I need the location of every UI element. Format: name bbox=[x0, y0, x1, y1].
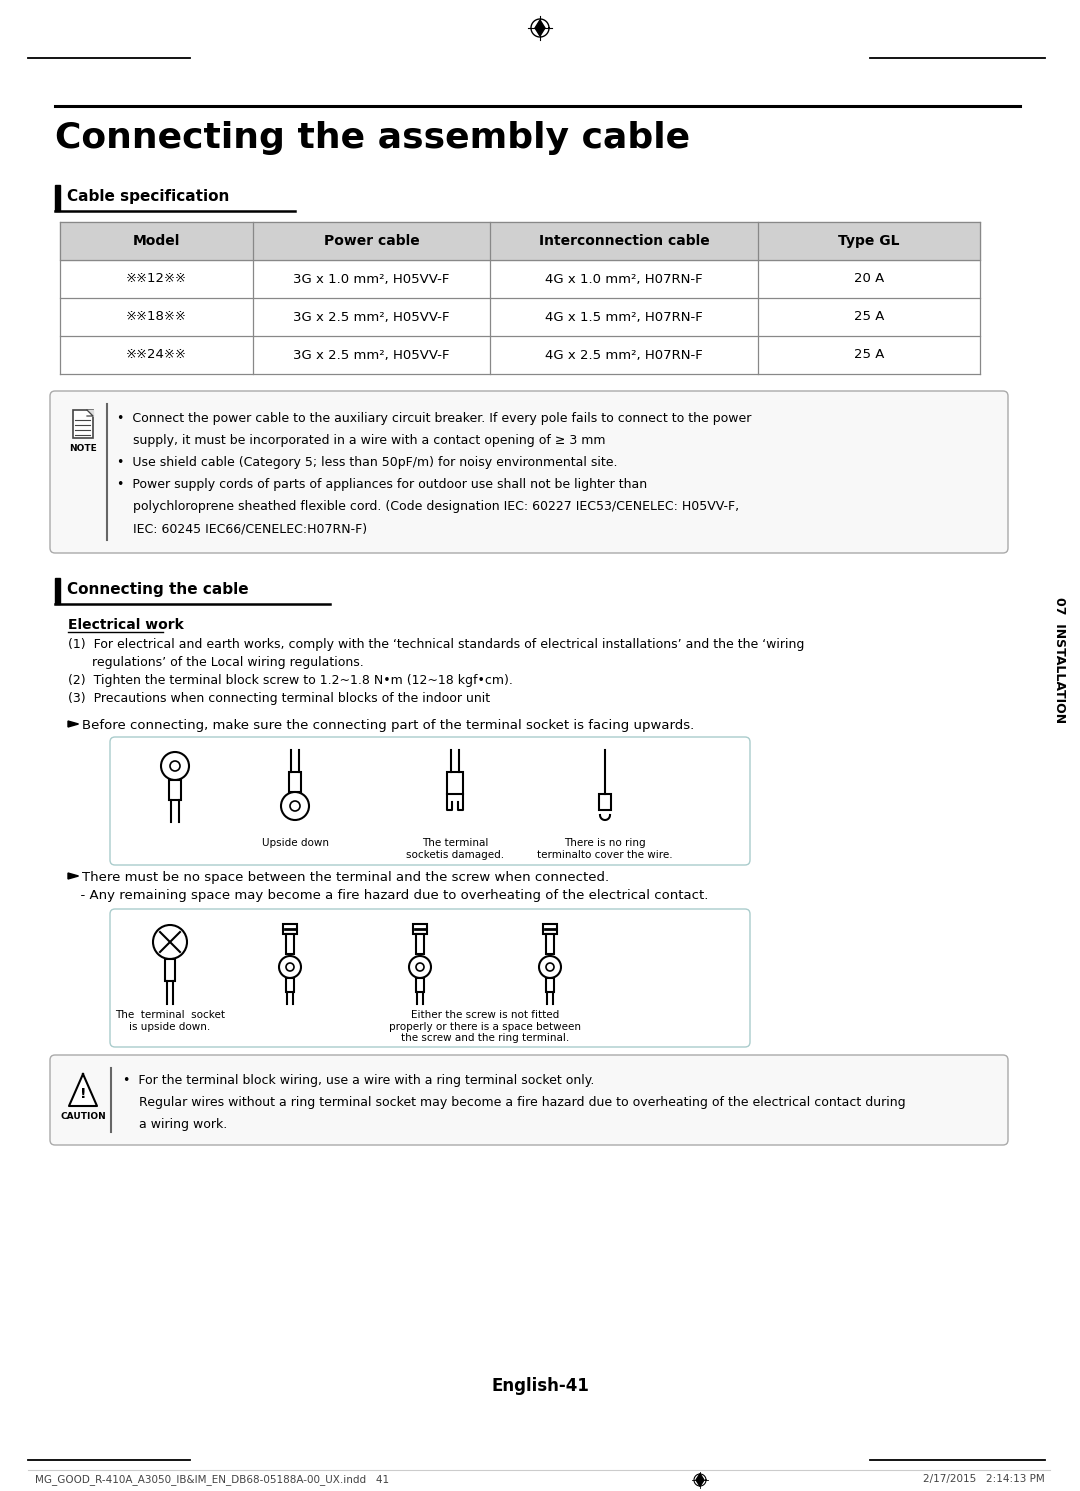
Text: IEC: 60245 IEC66/CENELEC:H07RN-F): IEC: 60245 IEC66/CENELEC:H07RN-F) bbox=[117, 522, 367, 535]
Bar bbox=[416, 978, 424, 992]
Bar bbox=[60, 222, 980, 259]
Bar bbox=[416, 933, 424, 954]
Text: English-41: English-41 bbox=[491, 1378, 589, 1396]
Text: 3G x 2.5 mm², H05VV-F: 3G x 2.5 mm², H05VV-F bbox=[294, 349, 449, 361]
Text: There must be no space between the terminal and the screw when connected.: There must be no space between the termi… bbox=[82, 871, 609, 884]
Bar bbox=[289, 772, 301, 792]
Text: (3)  Precautions when connecting terminal blocks of the indoor unit: (3) Precautions when connecting terminal… bbox=[68, 692, 490, 705]
Text: 4G x 1.0 mm², H07RN-F: 4G x 1.0 mm², H07RN-F bbox=[545, 273, 703, 285]
Text: NOTE: NOTE bbox=[69, 444, 97, 453]
Text: - Any remaining space may become a fire hazard due to overheating of the electri: - Any remaining space may become a fire … bbox=[72, 889, 708, 902]
Text: Interconnection cable: Interconnection cable bbox=[539, 234, 710, 248]
Bar bbox=[546, 978, 554, 992]
Text: polychloroprene sheathed flexible cord. (Code designation IEC: 60227 IEC53/CENEL: polychloroprene sheathed flexible cord. … bbox=[117, 499, 739, 513]
Circle shape bbox=[409, 956, 431, 978]
Text: 4G x 2.5 mm², H07RN-F: 4G x 2.5 mm², H07RN-F bbox=[545, 349, 703, 361]
Text: 25 A: 25 A bbox=[854, 310, 885, 324]
Text: Connecting the cable: Connecting the cable bbox=[67, 581, 248, 596]
Bar bbox=[546, 933, 554, 954]
Bar bbox=[286, 933, 294, 954]
Text: Cable specification: Cable specification bbox=[67, 189, 229, 204]
Polygon shape bbox=[696, 1473, 704, 1487]
Text: 3G x 2.5 mm², H05VV-F: 3G x 2.5 mm², H05VV-F bbox=[294, 310, 449, 324]
Bar bbox=[165, 959, 175, 981]
Bar bbox=[599, 795, 611, 810]
Text: 20 A: 20 A bbox=[854, 273, 885, 285]
Text: Power cable: Power cable bbox=[324, 234, 419, 248]
Circle shape bbox=[291, 801, 300, 811]
Polygon shape bbox=[87, 410, 93, 416]
Bar bbox=[283, 924, 297, 933]
Text: Upside down: Upside down bbox=[261, 838, 328, 848]
Text: •  For the terminal block wiring, use a wire with a ring terminal socket only.: • For the terminal block wiring, use a w… bbox=[123, 1074, 594, 1087]
Bar bbox=[543, 924, 557, 933]
Text: The  terminal  socket
is upside down.: The terminal socket is upside down. bbox=[114, 1009, 225, 1032]
Text: Regular wires without a ring terminal socket may become a fire hazard due to ove: Regular wires without a ring terminal so… bbox=[123, 1096, 906, 1109]
Bar bbox=[447, 772, 463, 795]
Bar bbox=[55, 579, 60, 604]
Text: The terminal
socketis damaged.: The terminal socketis damaged. bbox=[406, 838, 504, 860]
Text: (1)  For electrical and earth works, comply with the ‘technical standards of ele: (1) For electrical and earth works, comp… bbox=[68, 638, 805, 652]
Text: Model: Model bbox=[133, 234, 180, 248]
Circle shape bbox=[416, 963, 424, 971]
Circle shape bbox=[161, 751, 189, 780]
Bar bbox=[413, 924, 427, 933]
Text: ※※18※※: ※※18※※ bbox=[126, 310, 187, 324]
FancyBboxPatch shape bbox=[50, 1056, 1008, 1145]
Text: supply, it must be incorporated in a wire with a contact opening of ≥ 3 mm: supply, it must be incorporated in a wir… bbox=[117, 434, 606, 447]
Text: (2)  Tighten the terminal block screw to 1.2~1.8 N•m (12~18 kgf•cm).: (2) Tighten the terminal block screw to … bbox=[68, 674, 513, 687]
Polygon shape bbox=[69, 1074, 97, 1106]
Bar bbox=[73, 410, 93, 438]
Text: regulations’ of the Local wiring regulations.: regulations’ of the Local wiring regulat… bbox=[68, 656, 364, 669]
Polygon shape bbox=[535, 19, 545, 36]
Text: a wiring work.: a wiring work. bbox=[123, 1118, 227, 1132]
FancyBboxPatch shape bbox=[50, 391, 1008, 553]
Circle shape bbox=[286, 963, 294, 971]
Circle shape bbox=[170, 760, 180, 771]
Text: 4G x 1.5 mm², H07RN-F: 4G x 1.5 mm², H07RN-F bbox=[545, 310, 703, 324]
Circle shape bbox=[546, 963, 554, 971]
Bar bbox=[168, 780, 181, 801]
Text: Type GL: Type GL bbox=[838, 234, 900, 248]
Text: 25 A: 25 A bbox=[854, 349, 885, 361]
Circle shape bbox=[153, 924, 187, 959]
Text: 3G x 1.0 mm², H05VV-F: 3G x 1.0 mm², H05VV-F bbox=[294, 273, 449, 285]
Text: •  Use shield cable (Category 5; less than 50pF/m) for noisy environmental site.: • Use shield cable (Category 5; less tha… bbox=[117, 456, 618, 470]
Circle shape bbox=[539, 956, 561, 978]
Text: Electrical work: Electrical work bbox=[68, 617, 184, 632]
Text: There is no ring
terminalto cover the wire.: There is no ring terminalto cover the wi… bbox=[537, 838, 673, 860]
Text: 07  INSTALLATION: 07 INSTALLATION bbox=[1053, 596, 1067, 723]
Text: Either the screw is not fitted
properly or there is a space between
the screw an: Either the screw is not fitted properly … bbox=[389, 1009, 581, 1044]
Circle shape bbox=[281, 792, 309, 820]
Text: !: ! bbox=[80, 1087, 86, 1100]
Text: ※※12※※: ※※12※※ bbox=[126, 273, 187, 285]
Text: 2/17/2015   2:14:13 PM: 2/17/2015 2:14:13 PM bbox=[923, 1475, 1045, 1484]
FancyBboxPatch shape bbox=[110, 910, 750, 1047]
Circle shape bbox=[279, 956, 301, 978]
Text: Before connecting, make sure the connecting part of the terminal socket is facin: Before connecting, make sure the connect… bbox=[82, 719, 694, 732]
Text: MG_GOOD_R-410A_A3050_IB&IM_EN_DB68-05188A-00_UX.indd   41: MG_GOOD_R-410A_A3050_IB&IM_EN_DB68-05188… bbox=[35, 1475, 389, 1485]
Text: •  Power supply cords of parts of appliances for outdoor use shall not be lighte: • Power supply cords of parts of applian… bbox=[117, 479, 647, 491]
Bar bbox=[55, 185, 60, 212]
Text: •  Connect the power cable to the auxiliary circuit breaker. If every pole fails: • Connect the power cable to the auxilia… bbox=[117, 412, 752, 425]
Text: CAUTION: CAUTION bbox=[60, 1112, 106, 1121]
Polygon shape bbox=[68, 874, 79, 880]
Text: Connecting the assembly cable: Connecting the assembly cable bbox=[55, 121, 690, 155]
FancyBboxPatch shape bbox=[110, 737, 750, 865]
Text: ※※24※※: ※※24※※ bbox=[126, 349, 187, 361]
Bar bbox=[286, 978, 294, 992]
Polygon shape bbox=[68, 722, 79, 728]
